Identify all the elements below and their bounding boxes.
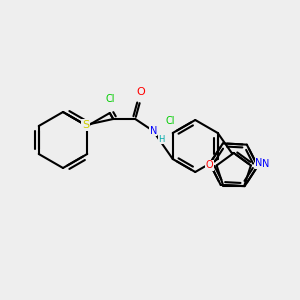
Text: S: S — [82, 120, 89, 130]
Text: Cl: Cl — [166, 116, 175, 126]
Text: O: O — [137, 87, 146, 97]
Text: N: N — [255, 158, 262, 168]
Text: N: N — [262, 159, 269, 169]
Text: N: N — [150, 126, 157, 136]
Text: H: H — [158, 134, 164, 143]
Text: Cl: Cl — [105, 94, 115, 104]
Text: O: O — [206, 160, 214, 170]
